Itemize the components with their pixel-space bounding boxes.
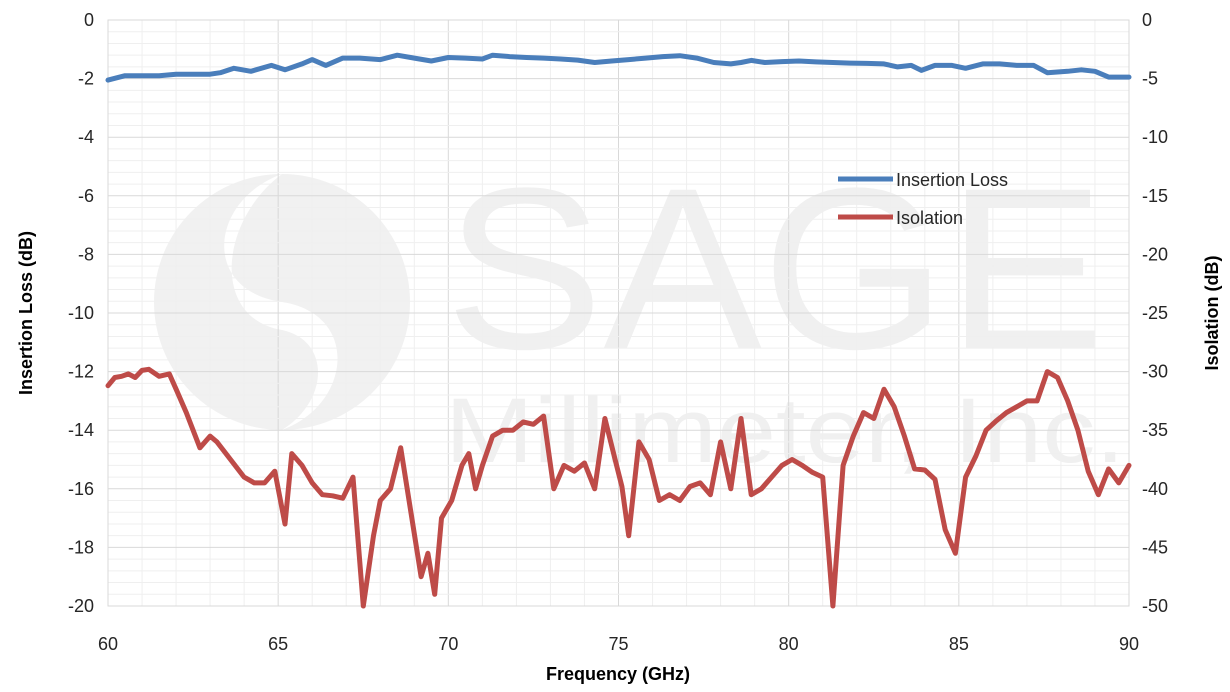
series-group: [105, 52, 1132, 609]
x-tick-label: 65: [268, 634, 288, 654]
y-left-tick-label: -12: [68, 362, 94, 382]
y-left-tick-label: -10: [68, 303, 94, 323]
y-left-tick-label: -2: [78, 69, 94, 89]
y-right-tick-labels: 0 -5 -10 -15 -20 -25 -30 -35 -40 -45 -50: [1142, 10, 1168, 616]
grid: [107, 19, 1130, 607]
y-right-axis-title: Isolation (dB): [1202, 256, 1222, 371]
y-left-tick-label: -20: [68, 596, 94, 616]
legend-label-insertion-loss: Insertion Loss: [896, 170, 1008, 190]
legend: Insertion Loss Isolation: [838, 170, 1008, 228]
y-left-tick-label: -4: [78, 127, 94, 147]
x-tick-label: 80: [779, 634, 799, 654]
y-left-tick-label: -6: [78, 186, 94, 206]
watermark-logo-swirl: [224, 174, 338, 430]
y-left-tick-label: 0: [84, 10, 94, 30]
x-tick-label: 85: [949, 634, 969, 654]
x-tick-label: 70: [438, 634, 458, 654]
watermark: SAGE Millimeter, Inc.: [154, 140, 1125, 482]
series-line-isolation: [105, 366, 1132, 609]
y-right-tick-label: -15: [1142, 186, 1168, 206]
x-axis-title: Frequency (GHz): [546, 664, 690, 684]
y-right-tick-label: -45: [1142, 537, 1168, 557]
y-right-tick-label: -40: [1142, 479, 1168, 499]
y-left-axis-title: Insertion Loss (dB): [16, 231, 36, 395]
y-left-tick-label: -16: [68, 479, 94, 499]
y-right-tick-label: -25: [1142, 303, 1168, 323]
watermark-line1: SAGE: [445, 140, 1105, 397]
y-right-tick-label: -5: [1142, 69, 1158, 89]
x-tick-label: 90: [1119, 634, 1139, 654]
y-right-tick-label: -10: [1142, 127, 1168, 147]
x-tick-label: 60: [98, 634, 118, 654]
y-left-tick-label: -18: [68, 537, 94, 557]
y-left-tick-label: -8: [78, 244, 94, 264]
plot-area: [107, 19, 1130, 607]
legend-label-isolation: Isolation: [896, 208, 963, 228]
y-right-tick-label: -50: [1142, 596, 1168, 616]
y-right-tick-label: -35: [1142, 420, 1168, 440]
series-line-insertion-loss: [105, 52, 1132, 83]
y-right-tick-label: -20: [1142, 244, 1168, 264]
y-left-tick-labels: 0 -2 -4 -6 -8 -10 -12 -14 -16 -18 -20: [68, 10, 94, 616]
x-tick-label: 75: [608, 634, 628, 654]
y-right-tick-label: 0: [1142, 10, 1152, 30]
y-left-tick-label: -14: [68, 420, 94, 440]
y-right-tick-label: -30: [1142, 362, 1168, 382]
x-tick-labels: 60 65 70 75 80 85 90: [98, 634, 1139, 654]
